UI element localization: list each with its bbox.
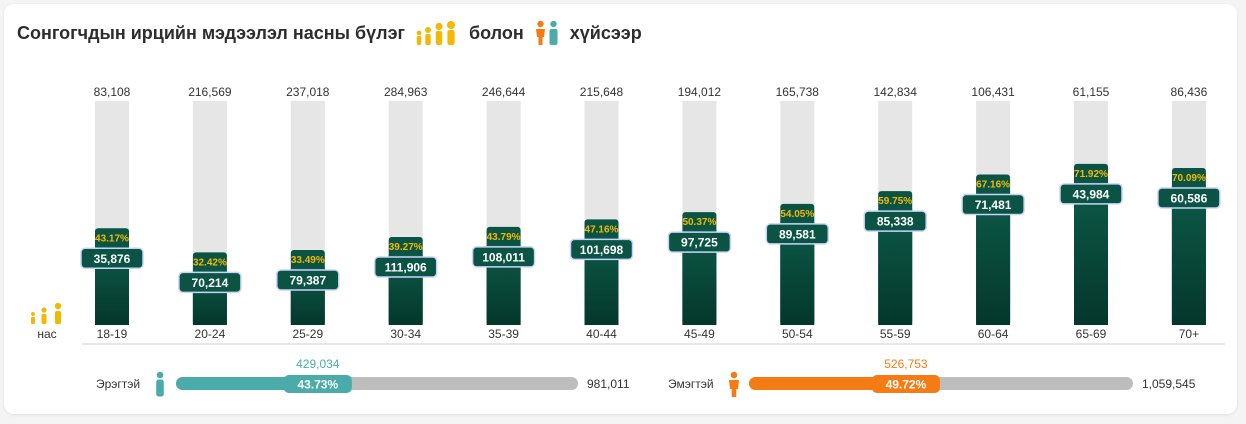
female-percent-badge — [871, 375, 940, 393]
value-label: 101,698 — [580, 243, 624, 257]
value-badge — [373, 256, 438, 278]
value-label: 79,387 — [289, 273, 326, 287]
value-label: 97,725 — [681, 236, 718, 250]
value-label: 89,581 — [779, 227, 816, 241]
total-label: 106,431 — [971, 85, 1015, 99]
male-label: Эрэгтэй — [96, 377, 140, 391]
male-female-icon — [535, 20, 558, 45]
bar-group: 61,155 71.92% 43,984 65-69 — [1059, 85, 1123, 341]
title-main: Сонгогчдын ирцийн мэдээлэл насны бүлэг — [17, 22, 406, 43]
bar-group: 216,569 32.42% 70,214 20-24 — [178, 85, 242, 341]
value-badge — [1157, 187, 1221, 209]
age-tick-label: 50-54 — [782, 327, 813, 341]
bar-fill — [1074, 181, 1108, 325]
bar-group: 284,963 39.27% 111,906 30-34 — [373, 85, 438, 341]
percent-label: 54.05% — [780, 209, 814, 220]
male-percent-label: 43.73% — [297, 378, 338, 392]
value-label: 71,481 — [975, 198, 1012, 212]
female-label: Эмэгтэй — [668, 377, 714, 391]
female-voted-label: 526,753 — [884, 357, 928, 371]
bar-group: 142,834 59.75% 85,338 55-59 — [863, 85, 927, 341]
total-label: 86,436 — [1171, 85, 1208, 99]
age-tick-label: 70+ — [1179, 327, 1199, 341]
value-label: 70,214 — [192, 276, 229, 290]
age-tick-label: 40-44 — [586, 327, 617, 341]
total-label: 246,644 — [482, 85, 526, 99]
bar-group: 83,108 43.17% 35,876 18-19 — [80, 85, 144, 341]
percent-label: 71.92% — [1074, 169, 1108, 180]
value-label: 85,338 — [877, 215, 914, 229]
age-tick-label: 55-59 — [880, 327, 911, 341]
total-label: 216,569 — [188, 85, 232, 99]
percent-label: 50.37% — [682, 217, 716, 228]
percent-label: 47.16% — [585, 224, 619, 235]
percent-label: 67.16% — [976, 180, 1010, 191]
female-total-label: 1,059,545 — [1142, 377, 1196, 391]
male-voted-label: 429,034 — [296, 357, 340, 371]
value-badge — [667, 231, 732, 253]
bar-fill — [1171, 185, 1206, 325]
bar-group: 237,018 33.49% 79,387 25-29 — [276, 85, 340, 341]
value-label: 43,984 — [1073, 187, 1110, 201]
age-axis-icon — [31, 302, 62, 324]
male-total-label: 981,011 — [587, 377, 630, 391]
bar-group: 106,431 67.16% 71,481 60-64 — [961, 85, 1025, 341]
value-label: 60,586 — [1171, 191, 1208, 205]
total-label: 194,012 — [678, 85, 722, 99]
total-label: 237,018 — [286, 85, 330, 99]
total-label: 83,108 — [94, 85, 131, 99]
total-label: 142,834 — [874, 85, 918, 99]
age-tick-label: 25-29 — [292, 327, 323, 341]
percent-label: 39.27% — [389, 242, 423, 253]
percent-label: 70.09% — [1172, 173, 1206, 184]
value-label: 108,011 — [482, 250, 525, 264]
value-label: 35,876 — [94, 252, 131, 266]
age-tick-label: 30-34 — [390, 327, 421, 341]
bar-group: 86,436 70.09% 60,586 70+ — [1157, 85, 1221, 341]
age-tick-label: 45-49 — [684, 327, 715, 341]
value-badge — [80, 247, 144, 270]
value-badge — [863, 210, 927, 232]
total-label: 165,738 — [776, 85, 820, 99]
age-axis-label: нас — [37, 327, 56, 341]
male-icon — [156, 371, 164, 397]
value-badge — [1059, 183, 1123, 205]
percent-label: 33.49% — [291, 255, 325, 266]
value-badge — [471, 246, 536, 268]
age-tick-label: 65-69 — [1076, 327, 1107, 341]
female-percent-label: 49.72% — [886, 378, 927, 392]
people-group-icon — [416, 21, 456, 45]
percent-label: 43.17% — [95, 233, 129, 244]
title-connector: болон — [469, 22, 524, 43]
total-label: 284,963 — [384, 85, 428, 99]
title-gender: хүйсээр — [569, 22, 642, 43]
value-badge — [569, 238, 634, 261]
male-percent-badge — [283, 375, 352, 393]
value-label: 111,906 — [385, 261, 427, 275]
percent-label: 59.75% — [878, 196, 912, 207]
age-tick-label: 60-64 — [978, 327, 1009, 341]
total-label: 61,155 — [1073, 85, 1110, 99]
percent-label: 43.79% — [487, 232, 521, 243]
percent-label: 32.42% — [193, 257, 227, 268]
age-tick-label: 20-24 — [195, 327, 226, 341]
bar-group: 215,648 47.16% 101,698 40-44 — [569, 85, 634, 341]
age-tick-label: 35-39 — [488, 327, 519, 341]
total-label: 215,648 — [580, 85, 624, 99]
value-badge — [178, 271, 242, 294]
value-badge — [276, 269, 340, 291]
bar-group: 194,012 50.37% 97,725 45-49 — [667, 85, 732, 341]
bar-group: 246,644 43.79% 108,011 35-39 — [471, 85, 536, 341]
female-icon — [729, 371, 739, 397]
age-tick-label: 18-19 — [97, 327, 128, 341]
value-badge — [765, 223, 830, 245]
bar-group: 165,738 54.05% 89,581 50-54 — [765, 85, 830, 341]
chart-title: Сонгогчдын ирцийн мэдээлэл насны бүлэг б… — [17, 20, 642, 46]
value-badge — [961, 193, 1025, 216]
